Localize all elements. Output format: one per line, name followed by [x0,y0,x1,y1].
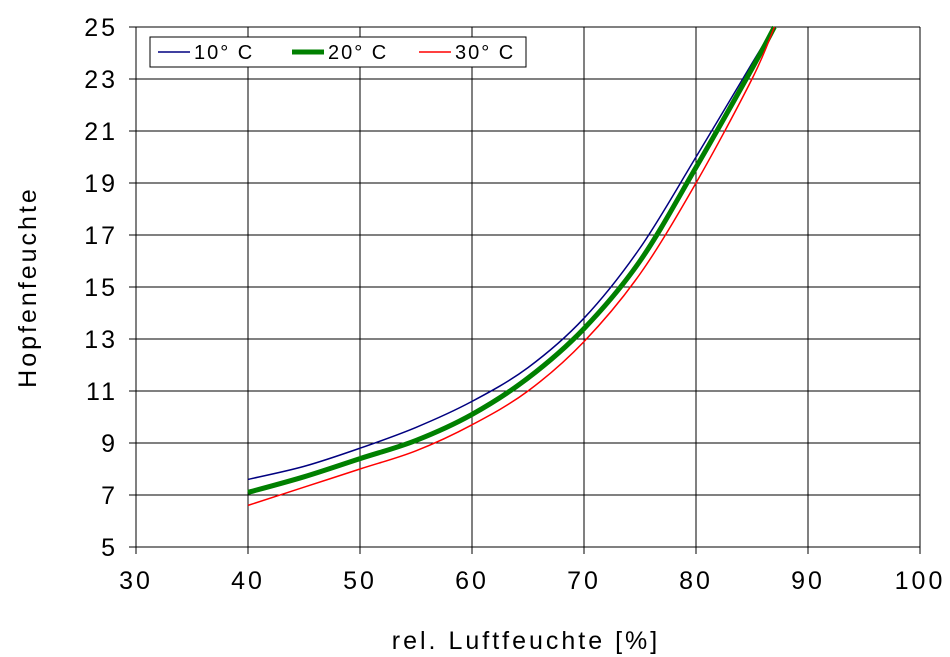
x-axis-title: rel. Luftfeuchte [%] [392,627,660,655]
x-tick-label: 40 [231,567,265,595]
x-tick-label: 70 [567,567,601,595]
axes [129,26,921,554]
y-tick-label: 21 [84,118,118,146]
y-axis-title: Hopfenfeuchte [14,186,42,388]
series-line [247,26,776,507]
legend: 10° C 20° C 30° C [149,36,527,68]
legend-box [149,36,527,68]
series-lines [247,25,777,507]
y-tick-label: 9 [101,430,118,458]
legend-label: 20° C [328,42,388,64]
legend-label: 10° C [194,42,254,64]
x-tick-label: 30 [119,567,153,595]
x-tick-label: 90 [791,567,825,595]
y-tick-label: 23 [84,66,118,94]
series-line [247,25,777,495]
y-tick-label: 19 [84,170,118,198]
y-tick-label: 11 [86,378,118,406]
y-tick-label: 5 [101,534,118,562]
x-tick-label: 50 [343,567,377,595]
y-tick-label: 15 [84,274,118,302]
tick-labels: 5 7 9 11 13 15 17 19 21 23 25 30 40 50 60 70 80 90 100 [84,14,946,595]
y-tick-label: 17 [84,222,118,250]
y-tick-label: 13 [84,326,118,354]
y-tick-label: 25 [84,14,118,42]
x-tick-label: 100 [895,567,946,595]
x-tick-label: 80 [679,567,713,595]
y-tick-label: 7 [101,482,118,510]
grid [136,26,921,547]
x-tick-label: 60 [455,567,489,595]
series-line [247,26,776,481]
legend-label: 30° C [455,42,515,64]
